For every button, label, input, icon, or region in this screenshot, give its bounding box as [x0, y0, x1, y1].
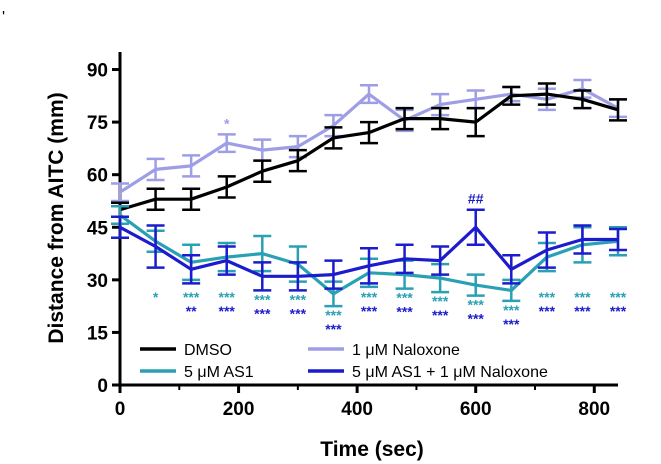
significance-marker: ***: [254, 291, 271, 307]
significance-marker: ***: [325, 321, 342, 337]
significance-marker: ***: [539, 303, 556, 319]
significance-marker: ***: [396, 304, 413, 320]
y-tick-label: 30: [87, 271, 108, 292]
significance-marker: ***: [396, 290, 413, 306]
series-line: [119, 87, 619, 194]
significance-marker: *: [153, 289, 159, 305]
significance-marker: ***: [325, 307, 342, 323]
significance-marker: ***: [361, 303, 378, 319]
series-layer: [111, 78, 627, 308]
legend-item-1-um-naloxone: 1 μM Naloxone: [308, 342, 460, 359]
significance-marker: ***: [574, 303, 591, 319]
legend-item-5-um-as1-1-um-naloxone: 5 μM AS1 + 1 μM Naloxone: [308, 364, 548, 381]
legend-label: 1 μM Naloxone: [352, 342, 460, 359]
significance-marker: ***: [539, 289, 556, 305]
significance-annotations: ************************* ***************…: [153, 115, 627, 337]
y-tick-label: 45: [87, 218, 109, 239]
significance-marker: ***: [183, 289, 200, 305]
significance-marker: ***: [290, 291, 307, 307]
panel-label: ': [2, 9, 5, 26]
significance-marker: ***: [610, 289, 627, 305]
error-bar: [609, 98, 627, 122]
y-axis-title: Distance from AITC (mm): [45, 92, 68, 343]
series-5-um-as1-1-um-naloxone: [111, 208, 627, 292]
legend-item-5-um-as1: 5 μM AS1: [140, 364, 254, 381]
x-tick-label: 400: [341, 399, 373, 420]
legend: DMSO 1 μM Naloxone 5 μM AS1 5 μM AS1 + 1 μM…: [140, 342, 548, 381]
series-line: [119, 92, 619, 212]
significance-marker: ***: [432, 307, 449, 323]
legend-label: 5 μM AS1: [184, 364, 254, 381]
significance-marker: ***: [290, 305, 307, 321]
series-line: [119, 225, 618, 278]
significance-marker: ***: [468, 311, 485, 327]
y-tick-label: 90: [87, 61, 108, 82]
significance-marker: ***: [503, 316, 520, 332]
error-bar: [111, 215, 129, 240]
significance-marker: *: [224, 115, 230, 131]
y-tick-label: 15: [87, 323, 109, 344]
legend-label: DMSO: [184, 342, 232, 359]
y-tick-label: 0: [97, 376, 108, 397]
significance-marker: ***: [574, 289, 591, 305]
significance-marker: ***: [610, 303, 627, 319]
significance-marker: ***: [219, 289, 236, 305]
error-bar: [111, 182, 129, 203]
significance-marker: **: [186, 303, 197, 319]
y-tick-label: 60: [87, 166, 108, 187]
x-tick-label: 600: [460, 399, 492, 420]
x-tick-label: 800: [578, 399, 610, 420]
significance-marker: ***: [219, 303, 236, 319]
significance-marker: ***: [432, 293, 449, 309]
significance-marker: ##: [468, 191, 484, 207]
significance-marker: ***: [468, 297, 485, 313]
axes: 0 200 400 600 800 0 15 30 45 60 75 90: [87, 52, 618, 420]
significance-marker: ***: [361, 289, 378, 305]
y-tick-label: 75: [87, 113, 109, 134]
x-axis-title: Time (sec): [320, 438, 424, 461]
x-tick-label: 0: [115, 399, 126, 420]
legend-item-dmso: DMSO: [140, 342, 232, 359]
legend-label: 5 μM AS1 + 1 μM Naloxone: [352, 364, 548, 381]
x-tick-label: 200: [223, 399, 255, 420]
significance-marker: ***: [503, 302, 520, 318]
significance-marker: ***: [254, 305, 271, 321]
